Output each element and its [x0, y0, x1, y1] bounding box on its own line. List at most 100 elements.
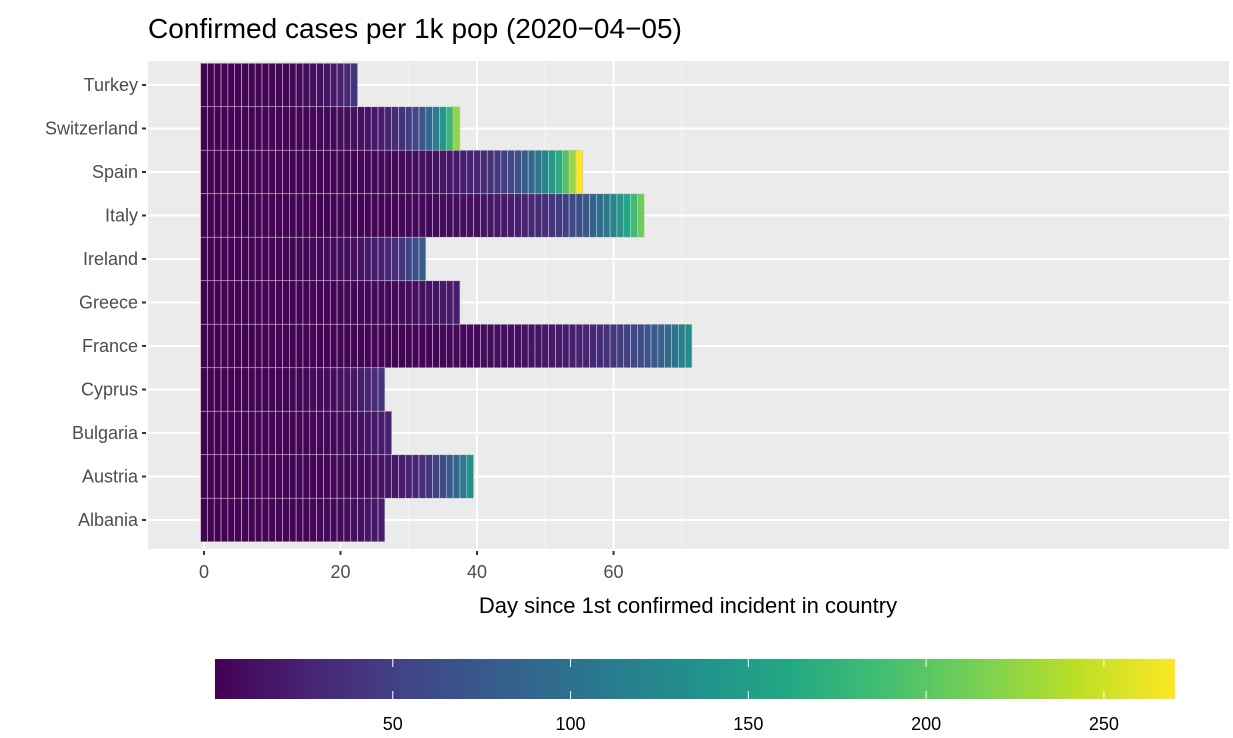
heatmap-tile — [302, 62, 311, 108]
heatmap-tile — [370, 193, 379, 238]
heatmap-tile — [227, 410, 236, 456]
heatmap-tile — [336, 367, 345, 412]
heatmap-tile — [350, 280, 358, 325]
heatmap-tile — [425, 149, 433, 195]
heatmap-tile — [432, 280, 440, 325]
heatmap-tile — [527, 149, 536, 195]
heatmap-tile — [350, 410, 358, 456]
heatmap-tile — [630, 193, 638, 238]
heatmap-tile — [289, 236, 297, 282]
heatmap-tile — [200, 149, 208, 195]
heatmap-tile — [282, 454, 290, 499]
heatmap-tile — [384, 280, 392, 325]
heatmap-tile — [452, 106, 461, 151]
heatmap-tile — [248, 193, 256, 238]
heatmap-tile — [343, 454, 352, 499]
heatmap-tile — [445, 149, 454, 195]
heatmap-tile — [309, 497, 317, 543]
heatmap-tile — [302, 106, 311, 151]
heatmap-tile — [200, 367, 208, 412]
heatmap-tile — [261, 106, 270, 151]
heatmap-tile — [282, 106, 290, 151]
heatmap-tile — [316, 106, 324, 151]
heatmap-tile — [370, 236, 379, 282]
heatmap-tile — [200, 193, 208, 238]
heatmap-tile — [220, 236, 229, 282]
heatmap-tile — [623, 323, 631, 369]
heatmap-tile — [459, 149, 468, 195]
heatmap-tile — [329, 410, 338, 456]
heatmap-tile — [248, 497, 256, 543]
heatmap-tile — [650, 323, 659, 369]
heatmap-tile — [248, 62, 256, 108]
heatmap-tile — [425, 193, 433, 238]
heatmap-tile — [678, 323, 686, 369]
heatmap-tile — [275, 280, 283, 325]
heatmap-tile — [527, 193, 536, 238]
heatmap-tile — [377, 193, 386, 238]
heatmap-tile — [295, 454, 304, 499]
heatmap-tile — [268, 497, 276, 543]
y-tick-label: Bulgaria — [72, 423, 139, 443]
heatmap-tile — [370, 106, 379, 151]
heatmap-tile — [275, 367, 283, 412]
heatmap-tile — [405, 193, 413, 238]
heatmap-tile — [452, 280, 461, 325]
heatmap-tile — [241, 193, 249, 238]
heatmap-tile — [316, 280, 324, 325]
heatmap-tile — [357, 497, 365, 543]
heatmap-tile — [418, 323, 427, 369]
heatmap-tile — [316, 323, 324, 369]
heatmap-tile — [336, 454, 345, 499]
heatmap-tile — [213, 149, 222, 195]
heatmap-tile — [398, 454, 406, 499]
heatmap-tile — [323, 367, 331, 412]
heatmap-tile — [350, 367, 358, 412]
heatmap-tile — [664, 323, 672, 369]
x-tick-label: 40 — [467, 562, 487, 582]
country-row-austria — [200, 454, 474, 499]
y-tick-label: Austria — [82, 467, 139, 487]
heatmap-tile — [500, 193, 509, 238]
heatmap-tile — [275, 410, 283, 456]
heatmap-tile — [302, 236, 311, 282]
heatmap-tile — [329, 323, 338, 369]
heatmap-tile — [548, 323, 556, 369]
heatmap-tile — [425, 280, 433, 325]
heatmap-tile — [350, 106, 358, 151]
heatmap-tile — [466, 323, 474, 369]
heatmap-tile — [241, 280, 249, 325]
heatmap-tile — [364, 454, 372, 499]
heatmap-tile — [541, 323, 549, 369]
heatmap-tile — [295, 236, 304, 282]
heatmap-tile — [200, 62, 208, 108]
heatmap-tile — [282, 62, 290, 108]
heatmap-tile — [445, 280, 454, 325]
heatmap-tile — [254, 410, 263, 456]
heatmap-tile — [384, 149, 392, 195]
heatmap-tile — [364, 106, 372, 151]
country-row-france — [200, 323, 693, 369]
heatmap-tile — [207, 193, 215, 238]
country-row-spain — [200, 149, 584, 195]
heatmap-tile — [227, 497, 236, 543]
heatmap-tile — [480, 323, 488, 369]
heatmap-tile — [370, 280, 379, 325]
heatmap-tile — [514, 193, 522, 238]
heatmap-tile — [357, 410, 365, 456]
heatmap-tile — [534, 149, 543, 195]
heatmap-tile — [370, 149, 379, 195]
heatmap-tile — [459, 193, 468, 238]
heatmap-tile — [364, 367, 372, 412]
heatmap-tile — [377, 323, 386, 369]
heatmap-tile — [316, 497, 324, 543]
heatmap-tile — [452, 323, 461, 369]
heatmap-tile — [370, 410, 379, 456]
heatmap-tile — [323, 236, 331, 282]
heatmap-tile — [336, 106, 345, 151]
heatmap-tile — [241, 497, 249, 543]
heatmap-tile — [493, 193, 502, 238]
heatmap-tile — [336, 193, 345, 238]
heatmap-tile — [405, 149, 413, 195]
heatmap-tile — [323, 410, 331, 456]
